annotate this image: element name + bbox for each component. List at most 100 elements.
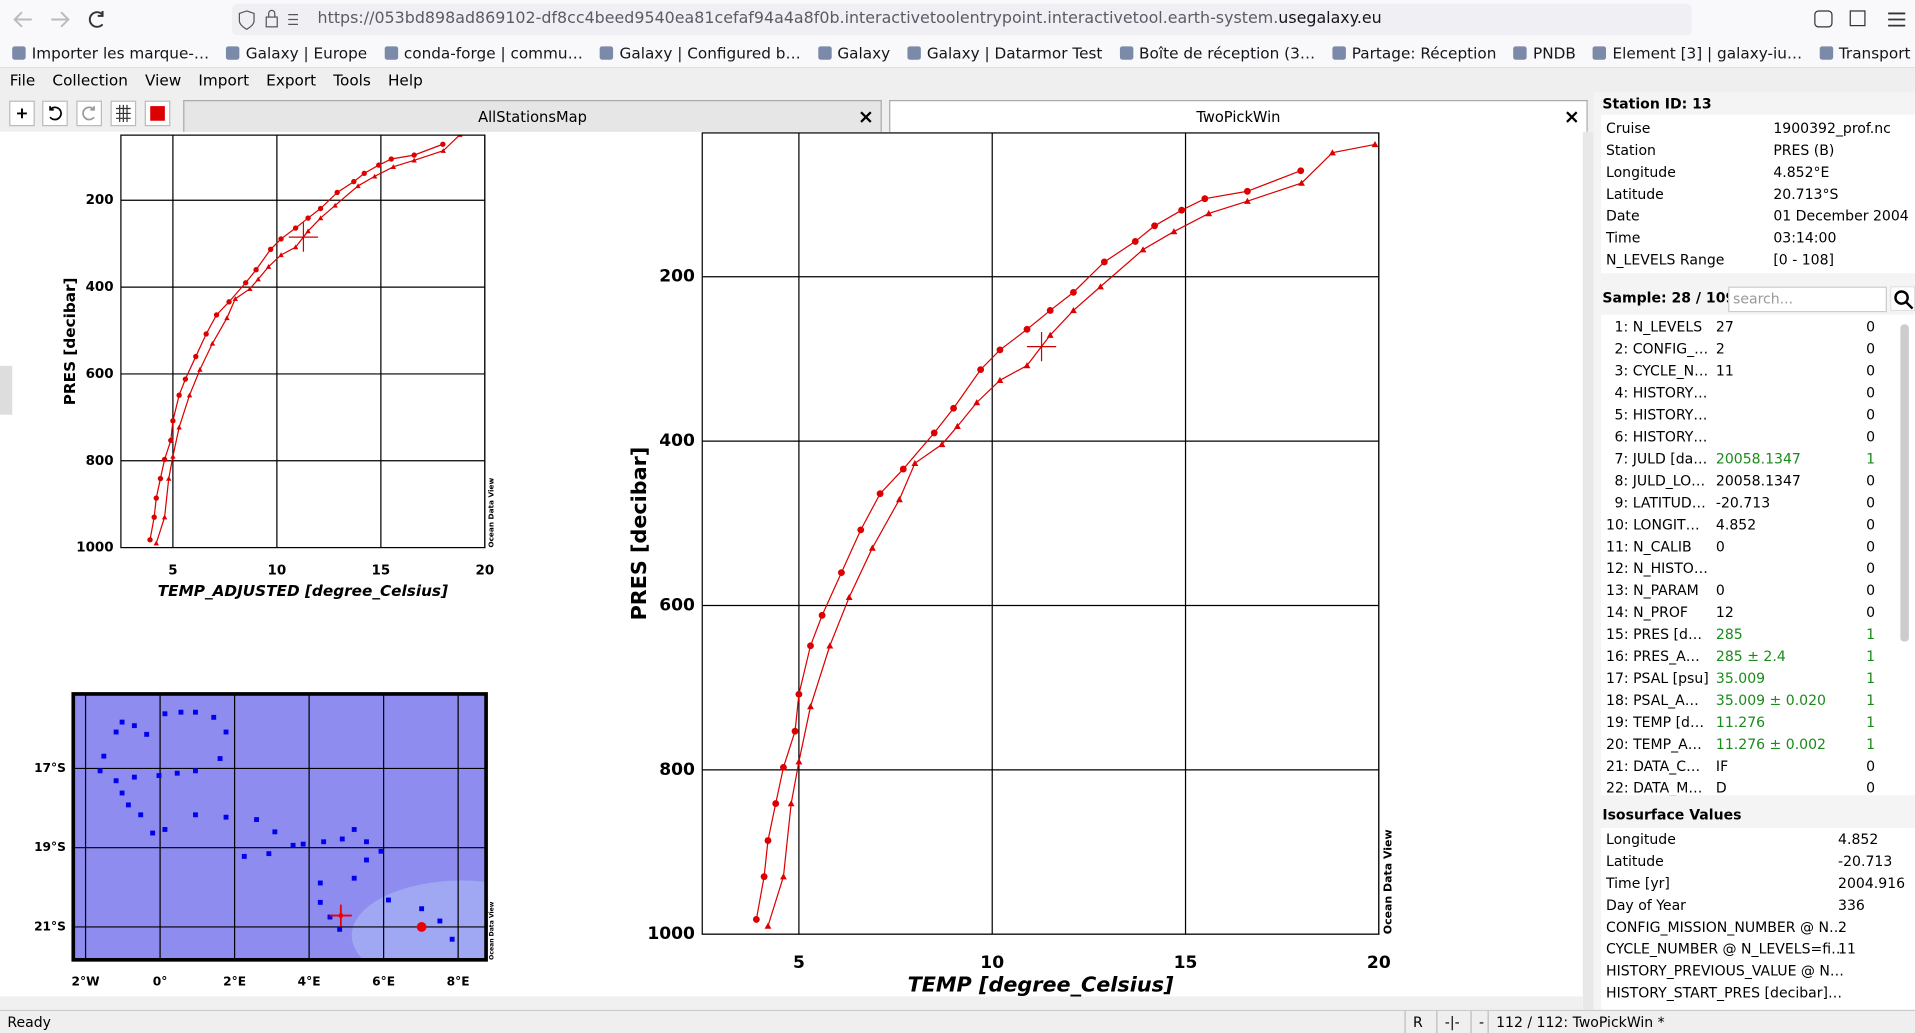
point [317,205,324,212]
station-value: [0 - 108] [1773,251,1835,269]
point [317,215,324,221]
station-point [337,926,343,932]
point [938,440,946,448]
station-point [113,778,119,784]
point [182,376,189,382]
station-point [144,731,150,737]
point [213,312,220,318]
menu-item[interactable]: View [145,70,182,90]
url-bar[interactable]: https://053bd898ad869102-df8cc4beed9540e… [232,3,1692,36]
browser-icons[interactable] [1695,0,1915,39]
point [950,404,957,412]
menu-item[interactable]: Tools [333,70,371,90]
station-key: N_LEVELS Range [1606,251,1725,269]
station-point [211,714,217,720]
sample-title: Sample: 28 / 109 [1602,289,1736,307]
point [1131,238,1139,245]
menu-item[interactable]: Help [387,70,423,90]
tab[interactable]: TwoPickWin [889,100,1588,133]
point [168,437,174,444]
sample-flag: 0 [1866,581,1876,599]
sample-label: 22: DATA_M… [1606,779,1703,796]
bookmark[interactable]: Galaxy | Europe [226,39,367,67]
station-point [193,768,198,774]
bookmark[interactable]: Transport et héberge… [1819,39,1915,67]
y-tick-label: 19°S [34,840,66,854]
bookmark[interactable]: Galaxy [818,39,890,67]
browser-nav: https://053bd898ad869102-df8cc4beed9540e… [0,0,1915,40]
nav-buttons[interactable] [0,0,232,39]
sample-value: 4.852 [1715,515,1757,533]
x-tick-label: 15 [1174,953,1198,973]
bookmark[interactable]: PNDB [1513,39,1576,67]
point [760,873,768,881]
station-point [138,812,144,818]
bookmark[interactable]: Partage: Réception [1332,39,1497,67]
sample-flag: 0 [1866,471,1876,490]
menu-item[interactable]: Export [266,70,317,90]
menu-item[interactable]: File [9,70,36,90]
tab[interactable]: AllStationsMap [183,100,882,133]
bookmark[interactable]: Importer les marque-… [12,39,209,67]
station-point [119,719,125,725]
y-tick-label: 21°S [34,919,66,933]
point [826,642,834,649]
sample-flag: 0 [1866,559,1876,577]
toolbar-buttons[interactable] [0,93,177,132]
search-input[interactable]: search... [1728,286,1887,313]
bookmark[interactable]: Galaxy | Datarmor Test [907,39,1103,67]
crosshair [1026,331,1057,362]
sample-flag: 1 [1866,669,1876,687]
iso-label: Longitude [1606,830,1676,848]
sample-value: D [1715,779,1727,796]
point [305,228,311,234]
x-tick-label: 0° [153,975,168,989]
point [930,429,938,437]
close-tab[interactable] [1564,110,1579,125]
point [153,540,159,546]
station-point [327,914,333,920]
iso-label: CONFIG_MISSION_NUMBER @ N… [1606,918,1844,936]
point [253,267,259,273]
station-point [272,829,278,835]
point [1046,307,1054,314]
bookmark[interactable]: Element [3] | galaxy-iu… [1593,39,1803,67]
sample-value: 12 [1715,603,1734,621]
y-tick-label: 17°S [34,761,66,775]
point [1046,331,1054,338]
close-tab[interactable] [859,110,874,125]
bookmark[interactable]: Boîte de réception (3… [1120,39,1315,67]
isosurface-table: Longitude 4.852 Latitude -20.713 Time [yr] 20… [1601,828,1915,1010]
point [857,526,865,534]
point [170,453,176,459]
isosurface-title: Isosurface Values [1602,806,1742,824]
station-title: Station ID: 13 [1602,95,1712,113]
y-tick-label: 600 [659,595,695,615]
sample-table: 1: N_LEVELS 27 0 2: CONFIG_… 2 0 3: CYCLE_N… 11… [1601,314,1915,796]
sample-flag: 1 [1866,625,1876,643]
point [278,252,284,258]
menu-item[interactable]: Import [198,70,250,90]
search-button[interactable] [1890,286,1915,311]
station-point [321,839,327,845]
station-point [266,851,272,857]
bookmark[interactable]: Galaxy | Configured b… [600,39,801,67]
point [255,276,261,282]
sample-flag: 0 [1866,757,1876,775]
point [845,593,853,600]
sample-label: 9: LATITUD… [1614,493,1706,512]
point [371,173,378,179]
station-point [317,880,323,886]
menu-item[interactable]: Collection [52,70,128,90]
point [226,299,232,305]
point [1243,187,1251,195]
y-tick-label: 1000 [76,541,113,556]
bookmark[interactable]: conda-forge | commu… [384,39,583,67]
point [896,496,903,503]
station-point [113,729,119,735]
highlight-station [416,922,427,932]
point [1371,141,1379,148]
iso-label: Latitude [1606,852,1664,870]
point [1298,179,1305,186]
sample-value: 285 ± 2.4 [1715,647,1786,665]
